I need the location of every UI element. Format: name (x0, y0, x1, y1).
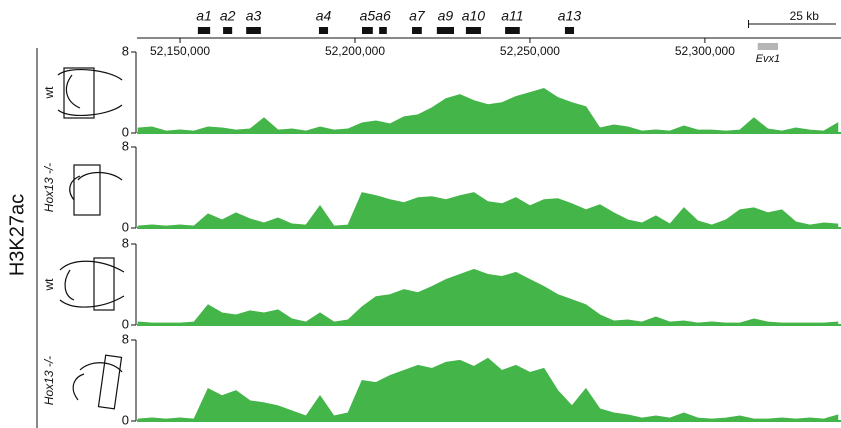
series-label: wt (42, 86, 56, 100)
gene-label: a1 (196, 8, 212, 24)
gene-label: a11 (501, 8, 523, 24)
gene (564, 27, 575, 34)
icons (57, 67, 125, 410)
gene (361, 27, 373, 34)
gene-label: a6 (375, 8, 391, 24)
x-tick-label: 52,300,000 (675, 44, 735, 58)
gene (412, 27, 422, 34)
gene-label: a10 (462, 8, 486, 24)
gene (197, 27, 211, 34)
gene (318, 27, 329, 34)
gene-label: a2 (220, 8, 236, 24)
gene (757, 43, 779, 50)
gene (436, 27, 455, 34)
y-tick-label: 0 (122, 412, 129, 427)
gene (246, 27, 261, 34)
coverage-area (137, 268, 839, 326)
coverage-area (137, 192, 839, 229)
gene-label: a13 (558, 8, 582, 24)
series-label: Hox13 -/- (42, 356, 56, 405)
gene (223, 27, 233, 34)
icon-box (63, 67, 95, 119)
scale-bar-label: 25 kb (790, 9, 820, 23)
y-tick-label: 0 (122, 219, 129, 234)
gene (465, 27, 481, 34)
coverage-area (137, 357, 839, 422)
y-tick-label: 8 (122, 235, 129, 250)
icon-curve (59, 260, 125, 308)
gene (379, 27, 387, 34)
icon-curve (72, 362, 123, 401)
x-tick-label: 52,250,000 (500, 44, 560, 58)
x-tick-label: 52,150,000 (150, 44, 210, 58)
series-label: wt (42, 278, 56, 292)
icon-box (73, 164, 101, 216)
icon-box (97, 354, 123, 410)
gene-label: a9 (438, 8, 454, 24)
y-tick-label: 0 (122, 316, 129, 331)
gene-label: a4 (316, 8, 332, 24)
series-label: Hox13 -/- (42, 163, 56, 212)
y-tick-label: 8 (122, 138, 129, 153)
gene-label: a3 (246, 8, 262, 24)
gene-label: a7 (409, 8, 426, 24)
gene (505, 27, 520, 34)
icon-curve (57, 69, 123, 116)
y-tick-label: 0 (122, 124, 129, 139)
y-tick-label: 8 (122, 331, 129, 346)
y-tick-label: 8 (122, 43, 129, 58)
gene-label: a5 (360, 8, 376, 24)
icon-curve (69, 171, 123, 201)
x-tick-label: 52,200,000 (325, 44, 385, 58)
icon-box (93, 257, 115, 311)
gene-label: Evx1 (756, 53, 780, 65)
coverage-area (137, 88, 839, 134)
y-axis-label: H3K27ac (6, 194, 28, 276)
